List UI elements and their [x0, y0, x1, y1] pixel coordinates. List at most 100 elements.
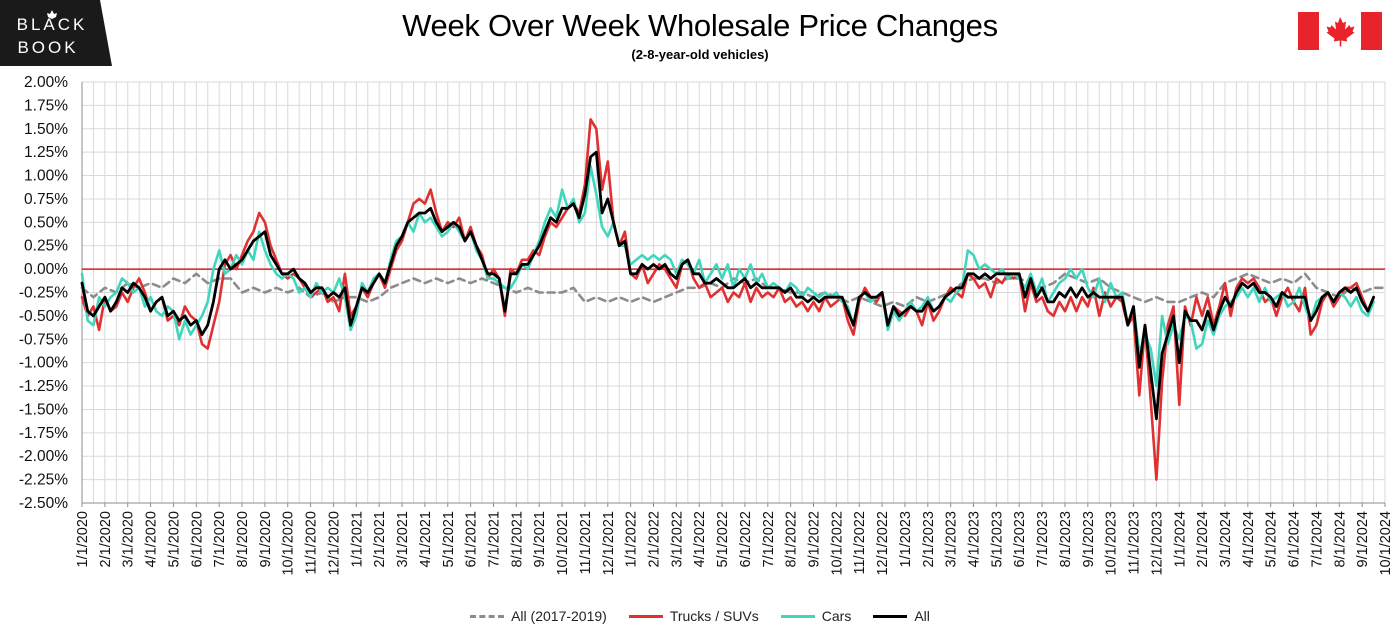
legend-swatch-trucks-suvs — [628, 614, 663, 618]
y-tick-label: 2.00% — [24, 74, 68, 91]
x-tick-label: 8/1/2020 — [235, 511, 251, 567]
y-tick-label: -1.75% — [19, 425, 68, 442]
x-tick-label: 11/1/2020 — [304, 511, 320, 574]
x-tick-label: 1/1/2024 — [1172, 511, 1188, 567]
y-tick-label: 0.75% — [24, 191, 68, 208]
x-tick-label: 6/1/2020 — [189, 511, 205, 567]
x-tick-label: 4/1/2023 — [967, 511, 983, 567]
legend-label: All — [914, 608, 930, 624]
legend-label: Trucks / SUVs — [669, 608, 759, 624]
x-tick-label: 5/1/2022 — [715, 511, 731, 567]
x-tick-label: 8/1/2021 — [509, 511, 525, 567]
svg-text:BOOK: BOOK — [17, 38, 78, 57]
x-tick-label: 5/1/2020 — [166, 511, 182, 567]
x-tick-label: 6/1/2024 — [1287, 511, 1303, 567]
y-tick-label: 1.00% — [24, 168, 68, 185]
x-tick-label: 10/1/2020 — [281, 511, 297, 576]
x-tick-label: 2/1/2020 — [98, 511, 114, 567]
x-tick-label: 8/1/2023 — [1058, 511, 1074, 567]
series-line-all-2017-2019 — [80, 272, 1387, 308]
series-line-all — [80, 150, 1375, 421]
x-tick-label: 7/1/2021 — [486, 511, 502, 567]
y-tick-label: 0.25% — [24, 238, 68, 255]
x-tick-label: 4/1/2022 — [692, 511, 708, 567]
legend-item-all: All — [873, 608, 930, 624]
y-tick-label: -0.50% — [19, 308, 68, 325]
legend-label: All (2017-2019) — [511, 608, 607, 624]
legend-item-cars: Cars — [780, 608, 852, 624]
svg-text:BLACK: BLACK — [17, 15, 88, 34]
x-tick-label: 6/1/2022 — [738, 511, 754, 567]
y-tick-label: -1.00% — [19, 355, 68, 372]
x-tick-label: 5/1/2023 — [989, 511, 1005, 567]
x-tick-label: 9/1/2020 — [258, 511, 274, 567]
x-tick-label: 2/1/2021 — [372, 511, 388, 567]
x-tick-label: 9/1/2022 — [807, 511, 823, 567]
y-tick-label: 1.50% — [24, 121, 68, 138]
series-line-cars — [80, 164, 1375, 388]
chart-subtitle: (2-8-year-old vehicles) — [631, 47, 769, 62]
y-tick-label: -2.00% — [19, 448, 68, 465]
x-tick-label: 11/1/2022 — [852, 511, 868, 574]
x-tick-label: 1/1/2022 — [624, 511, 640, 567]
y-tick-label: 1.25% — [24, 144, 68, 161]
x-tick-label: 4/1/2024 — [1241, 511, 1257, 567]
x-tick-label: 8/1/2022 — [784, 511, 800, 567]
y-tick-label: 0.50% — [24, 214, 68, 231]
x-tick-label: 10/1/2024 — [1378, 511, 1394, 576]
y-tick-label: 0.00% — [24, 261, 68, 278]
y-tick-label: -2.25% — [19, 472, 68, 489]
black-book-logo: BLACK BOOK — [0, 0, 112, 66]
x-tick-label: 4/1/2021 — [418, 511, 434, 567]
x-tick-label: 6/1/2021 — [464, 511, 480, 567]
x-tick-label: 12/1/2021 — [601, 511, 617, 576]
x-tick-label: 7/1/2024 — [1309, 511, 1325, 567]
x-tick-label: 12/1/2020 — [326, 511, 342, 576]
x-tick-label: 10/1/2021 — [555, 511, 571, 576]
x-tick-label: 5/1/2021 — [441, 511, 457, 567]
legend-swatch-all-2017-2019 — [470, 614, 505, 618]
x-tick-label: 4/1/2020 — [144, 511, 160, 567]
x-tick-label: 5/1/2024 — [1264, 511, 1280, 567]
x-tick-label: 9/1/2024 — [1355, 511, 1371, 567]
x-tick-label: 1/1/2021 — [349, 511, 365, 567]
chart-legend: All (2017-2019) Trucks / SUVs Cars All — [0, 608, 1400, 624]
y-tick-label: -1.50% — [19, 401, 68, 418]
x-tick-label: 9/1/2023 — [1081, 511, 1097, 567]
x-tick-label: 8/1/2024 — [1332, 511, 1348, 567]
legend-swatch-all — [873, 614, 908, 618]
y-tick-label: -0.75% — [19, 331, 68, 348]
x-tick-label: 3/1/2020 — [121, 511, 137, 567]
x-tick-label: 3/1/2021 — [395, 511, 411, 567]
y-tick-label: -2.50% — [19, 495, 68, 512]
x-tick-label: 9/1/2021 — [532, 511, 548, 567]
x-tick-label: 7/1/2022 — [761, 511, 777, 567]
x-tick-label: 3/1/2024 — [1218, 511, 1234, 567]
legend-swatch-cars — [780, 614, 815, 618]
canada-flag-icon — [1298, 12, 1382, 50]
legend-item-all-2017-2019: All (2017-2019) — [470, 608, 607, 624]
x-tick-label: 6/1/2023 — [1012, 511, 1028, 567]
y-tick-label: -1.25% — [19, 378, 68, 395]
x-tick-label: 2/1/2023 — [921, 511, 937, 567]
x-tick-label: 7/1/2020 — [212, 511, 228, 567]
x-tick-label: 2/1/2024 — [1195, 511, 1211, 567]
legend-item-trucks-suvs: Trucks / SUVs — [628, 608, 759, 624]
x-tick-label: 1/1/2020 — [75, 511, 91, 567]
x-tick-label: 1/1/2023 — [898, 511, 914, 567]
x-tick-label: 12/1/2022 — [875, 511, 891, 576]
x-tick-label: 12/1/2023 — [1149, 511, 1165, 576]
x-tick-label: 10/1/2023 — [1104, 511, 1120, 576]
legend-label: Cars — [821, 608, 852, 624]
x-tick-label: 3/1/2023 — [944, 511, 960, 567]
x-tick-label: 11/1/2023 — [1127, 511, 1143, 574]
x-tick-label: 2/1/2022 — [646, 511, 662, 567]
y-tick-label: 1.75% — [24, 97, 68, 114]
x-tick-label: 10/1/2022 — [829, 511, 845, 576]
x-tick-label: 3/1/2022 — [669, 511, 685, 567]
y-tick-label: -0.25% — [19, 285, 68, 302]
x-tick-label: 7/1/2023 — [1035, 511, 1051, 567]
chart-title: Week Over Week Wholesale Price Changes — [402, 8, 998, 43]
x-tick-label: 11/1/2021 — [578, 511, 594, 574]
